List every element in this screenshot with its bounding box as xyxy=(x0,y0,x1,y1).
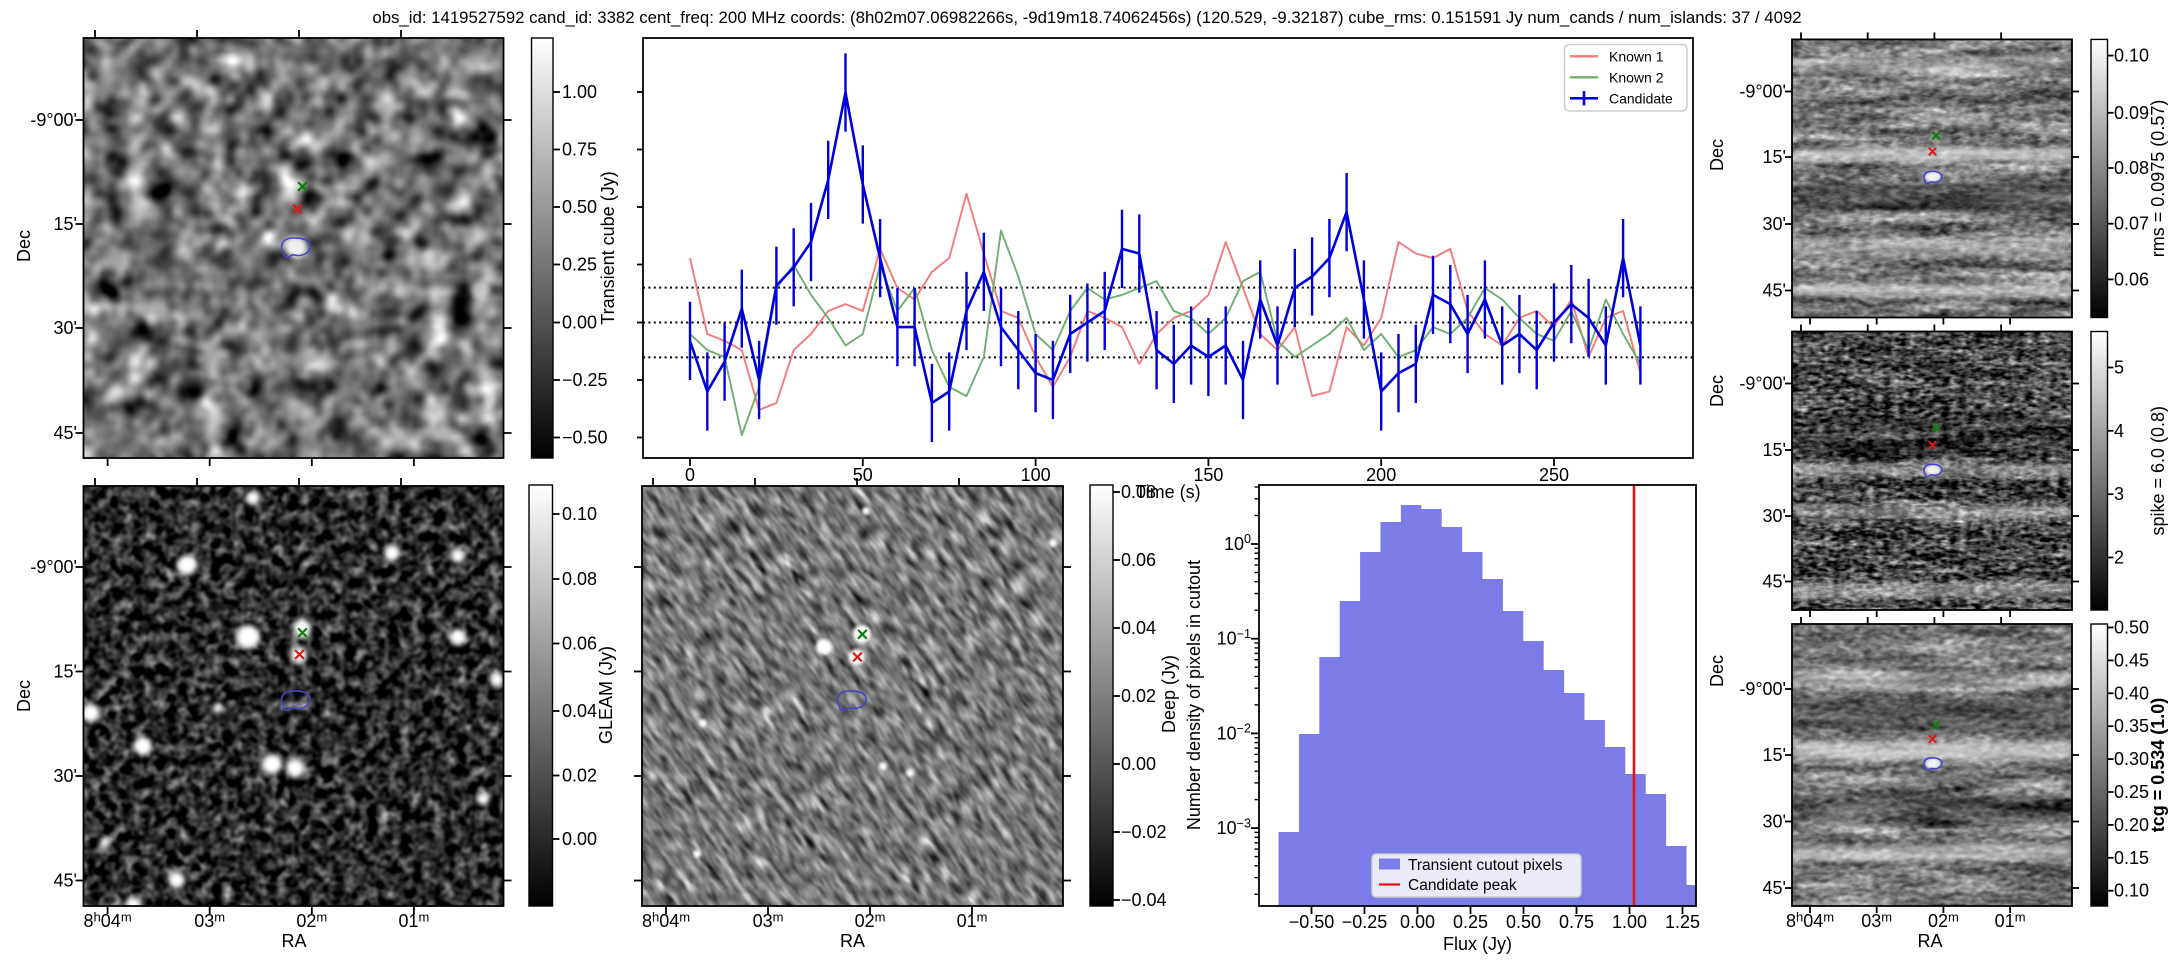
svg-text:15': 15' xyxy=(54,214,77,234)
svg-text:250: 250 xyxy=(1539,465,1569,485)
svg-text:0.08: 0.08 xyxy=(562,569,597,589)
svg-text:2: 2 xyxy=(2114,548,2124,568)
svg-text:Dec: Dec xyxy=(14,230,34,262)
svg-text:30': 30' xyxy=(54,766,77,786)
svg-text:45': 45' xyxy=(1763,281,1786,301)
svg-text:0.35: 0.35 xyxy=(2114,716,2149,736)
svg-text:−0.02: −0.02 xyxy=(1121,822,1167,842)
svg-text:0.02: 0.02 xyxy=(562,766,597,786)
svg-text:1.25: 1.25 xyxy=(1665,912,1700,932)
svg-text:spike = 6.0 (0.8): spike = 6.0 (0.8) xyxy=(2148,406,2168,536)
svg-text:Time (s): Time (s) xyxy=(1135,482,1200,502)
svg-text:GLEAM (Jy): GLEAM (Jy) xyxy=(596,646,616,744)
svg-text:RA: RA xyxy=(840,931,865,951)
svg-text:Number density of pixels in cu: Number density of pixels in cutout xyxy=(1184,560,1204,830)
svg-text:RA: RA xyxy=(1917,931,1942,951)
svg-text:1.00: 1.00 xyxy=(562,82,597,102)
svg-text:−0.04: −0.04 xyxy=(1121,890,1167,910)
svg-text:0: 0 xyxy=(685,465,695,485)
svg-text:0.06: 0.06 xyxy=(1121,550,1156,570)
svg-text:Dec: Dec xyxy=(1707,655,1727,687)
svg-text:0.08: 0.08 xyxy=(2114,158,2149,178)
svg-text:0.50: 0.50 xyxy=(2114,618,2149,638)
svg-text:0.25: 0.25 xyxy=(2114,782,2149,802)
svg-text:−0.25: −0.25 xyxy=(1342,912,1388,932)
svg-text:0.04: 0.04 xyxy=(562,701,597,721)
svg-text:tcg = 0.534 (1.0): tcg = 0.534 (1.0) xyxy=(2148,698,2168,833)
svg-text:Transient cube (Jy): Transient cube (Jy) xyxy=(598,171,618,324)
svg-text:100: 100 xyxy=(1021,465,1051,485)
svg-text:0.06: 0.06 xyxy=(2114,269,2149,289)
svg-text:0.45: 0.45 xyxy=(2114,650,2149,670)
svg-text:5: 5 xyxy=(2114,358,2124,378)
svg-text:0.09: 0.09 xyxy=(2114,103,2149,123)
svg-text:0.00: 0.00 xyxy=(1121,754,1156,774)
svg-text:-9°00': -9°00' xyxy=(1739,679,1786,699)
svg-text:0.10: 0.10 xyxy=(2114,46,2149,66)
svg-text:Dec: Dec xyxy=(14,680,34,712)
svg-text:-9°00': -9°00' xyxy=(1739,82,1786,102)
svg-text:Flux (Jy): Flux (Jy) xyxy=(1443,934,1512,954)
svg-text:45': 45' xyxy=(54,423,77,443)
svg-text:0.07: 0.07 xyxy=(2114,214,2149,234)
svg-text:Dec: Dec xyxy=(1707,375,1727,407)
svg-text:30': 30' xyxy=(1763,812,1786,832)
svg-text:0.08: 0.08 xyxy=(1121,482,1156,502)
svg-text:45': 45' xyxy=(54,871,77,891)
svg-text:0.00: 0.00 xyxy=(1400,912,1435,932)
svg-text:3: 3 xyxy=(2114,484,2124,504)
svg-text:Candidate: Candidate xyxy=(1609,91,1673,107)
svg-text:0.75: 0.75 xyxy=(562,140,597,160)
svg-text:30': 30' xyxy=(1763,214,1786,234)
svg-text:−0.25: −0.25 xyxy=(562,370,608,390)
svg-text:0.40: 0.40 xyxy=(2114,683,2149,703)
svg-text:obs_id: 1419527592 cand_id: 33: obs_id: 1419527592 cand_id: 3382 cent_fr… xyxy=(372,8,1801,27)
svg-text:200: 200 xyxy=(1366,465,1396,485)
svg-text:30': 30' xyxy=(1763,506,1786,526)
svg-text:rms = 0.0975 (0.57): rms = 0.0975 (0.57) xyxy=(2148,100,2168,258)
svg-text:-9°00': -9°00' xyxy=(1739,374,1786,394)
svg-text:0.06: 0.06 xyxy=(562,634,597,654)
svg-text:0.04: 0.04 xyxy=(1121,618,1156,638)
svg-text:−0.50: −0.50 xyxy=(562,428,608,448)
svg-text:15': 15' xyxy=(1763,745,1786,765)
svg-text:-9°00': -9°00' xyxy=(30,557,77,577)
svg-text:RA: RA xyxy=(281,931,306,951)
svg-text:0.00: 0.00 xyxy=(562,313,597,333)
svg-text:30': 30' xyxy=(54,318,77,338)
svg-text:0.25: 0.25 xyxy=(562,255,597,275)
svg-text:0.50: 0.50 xyxy=(562,197,597,217)
svg-text:0.15: 0.15 xyxy=(2114,848,2149,868)
svg-text:0.50: 0.50 xyxy=(1506,912,1541,932)
svg-text:15': 15' xyxy=(1763,147,1786,167)
svg-text:Candidate peak: Candidate peak xyxy=(1408,877,1517,894)
svg-text:Transient cutout pixels: Transient cutout pixels xyxy=(1408,857,1563,874)
svg-text:0.20: 0.20 xyxy=(2114,815,2149,835)
svg-text:0.00: 0.00 xyxy=(562,829,597,849)
svg-text:1.00: 1.00 xyxy=(1612,912,1647,932)
svg-text:0.10: 0.10 xyxy=(562,504,597,524)
svg-text:0.30: 0.30 xyxy=(2114,749,2149,769)
svg-text:-9°00': -9°00' xyxy=(30,110,77,130)
svg-text:15': 15' xyxy=(1763,440,1786,460)
svg-text:0.02: 0.02 xyxy=(1121,686,1156,706)
svg-text:4: 4 xyxy=(2114,421,2124,441)
svg-text:150: 150 xyxy=(1193,465,1223,485)
svg-text:Dec: Dec xyxy=(1707,139,1727,171)
svg-text:Deep (Jy): Deep (Jy) xyxy=(1159,655,1179,733)
svg-text:50: 50 xyxy=(853,465,873,485)
svg-text:0.25: 0.25 xyxy=(1453,912,1488,932)
svg-text:45': 45' xyxy=(1763,878,1786,898)
svg-text:0.75: 0.75 xyxy=(1559,912,1594,932)
svg-text:Known 2: Known 2 xyxy=(1609,70,1664,86)
svg-text:Known 1: Known 1 xyxy=(1609,49,1664,65)
svg-text:45': 45' xyxy=(1763,572,1786,592)
svg-text:15': 15' xyxy=(54,662,77,682)
svg-text:−0.50: −0.50 xyxy=(1289,912,1335,932)
svg-text:0.10: 0.10 xyxy=(2114,881,2149,901)
